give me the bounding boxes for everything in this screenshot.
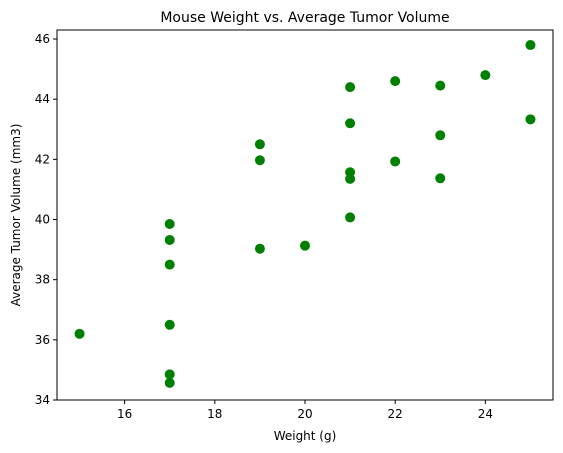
y-tick-label: 44 — [35, 92, 50, 106]
data-point — [164, 219, 175, 230]
data-point — [480, 70, 491, 81]
data-point — [435, 130, 446, 141]
data-point — [435, 173, 446, 184]
x-tick-label: 22 — [388, 407, 403, 421]
data-point — [164, 369, 175, 380]
data-point — [525, 40, 536, 51]
data-point — [254, 155, 265, 166]
y-axis-ticks: 34 36 38 40 42 44 46 — [35, 32, 57, 407]
x-tick-label: 18 — [207, 407, 222, 421]
data-point — [390, 76, 401, 87]
chart-title: Mouse Weight vs. Average Tumor Volume — [160, 10, 449, 26]
data-point — [74, 328, 85, 339]
data-point — [345, 212, 356, 223]
data-point — [435, 80, 446, 91]
y-tick-label: 42 — [35, 152, 50, 166]
x-axis-ticks: 16 18 20 22 24 — [117, 400, 493, 421]
x-tick-label: 16 — [117, 407, 132, 421]
data-point — [345, 173, 356, 184]
data-point — [164, 377, 175, 388]
data-point — [164, 234, 175, 245]
plot-area: 16 18 20 22 24 34 36 38 40 42 44 46 — [35, 29, 554, 421]
data-point — [254, 243, 265, 254]
data-point — [345, 118, 356, 129]
y-tick-label: 36 — [35, 333, 50, 347]
axes-frame — [56, 29, 554, 401]
data-point — [164, 259, 175, 270]
x-tick-label: 24 — [478, 407, 493, 421]
data-point — [345, 82, 356, 93]
y-axis-label: Average Tumor Volume (mm3) — [9, 124, 23, 307]
y-tick-label: 38 — [35, 273, 50, 287]
x-tick-label: 20 — [297, 407, 312, 421]
data-point — [164, 319, 175, 330]
x-axis-label: Weight (g) — [274, 429, 337, 443]
data-point — [390, 156, 401, 167]
data-points — [74, 40, 536, 388]
data-point — [300, 240, 310, 251]
y-tick-label: 46 — [35, 32, 50, 46]
data-point — [254, 139, 265, 150]
y-tick-label: 40 — [35, 213, 50, 227]
data-point — [525, 114, 536, 125]
y-tick-label: 34 — [35, 393, 50, 407]
